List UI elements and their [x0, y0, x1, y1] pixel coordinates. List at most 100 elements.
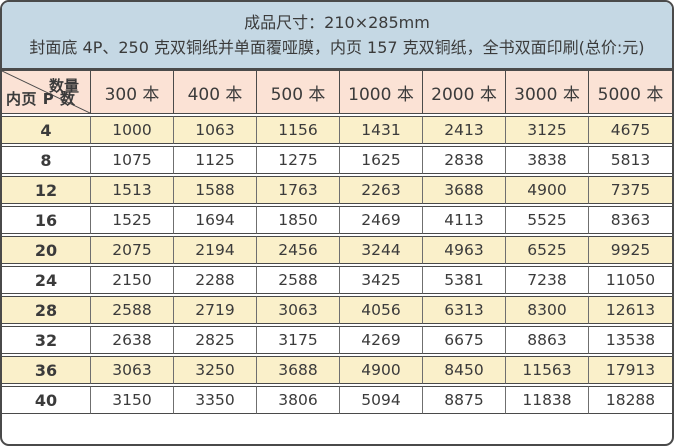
price-cell: 3175: [257, 326, 340, 354]
row-header-pages: 20: [2, 236, 91, 264]
table-title-block: 成品尺寸：210×285mm 封面底 4P、250 克双铜纸并单面覆哑膜，内页 …: [2, 2, 672, 70]
price-cell: 8875: [423, 386, 506, 414]
price-cell: 2638: [91, 326, 174, 354]
price-cell: 5094: [340, 386, 423, 414]
row-header-pages: 12: [2, 176, 91, 204]
table-row: 36 3063 3250 3688 4900 8450 11563 17913: [2, 356, 672, 384]
column-header-qty: 3000 本: [506, 70, 589, 114]
row-header-pages: 36: [2, 356, 91, 384]
price-cell: 2588: [257, 266, 340, 294]
row-header-pages: 40: [2, 386, 91, 414]
price-cell: 8300: [506, 296, 589, 324]
corner-cell: 数量 内页 P 数: [2, 70, 91, 114]
price-cell: 8450: [423, 356, 506, 384]
column-header-qty: 500 本: [257, 70, 340, 114]
table-row: 8 1075 1125 1275 1625 2838 3838 5813: [2, 146, 672, 174]
price-cell: 1063: [174, 116, 257, 144]
price-grid: 数量 内页 P 数 300 本 400 本 500 本 1000 本 2000 本 300…: [2, 68, 672, 416]
column-header-qty: 5000 本: [589, 70, 672, 114]
price-cell: 1525: [91, 206, 174, 234]
price-cell: 1000: [91, 116, 174, 144]
price-cell: 4675: [589, 116, 672, 144]
price-cell: 3125: [506, 116, 589, 144]
price-cell: 6675: [423, 326, 506, 354]
price-cell: 2469: [340, 206, 423, 234]
price-cell: 3688: [423, 176, 506, 204]
price-cell: 3244: [340, 236, 423, 264]
table-row: 28 2588 2719 3063 4056 6313 8300 12613: [2, 296, 672, 324]
price-cell: 3063: [257, 296, 340, 324]
row-header-pages: 8: [2, 146, 91, 174]
price-cell: 3688: [257, 356, 340, 384]
price-cell: 1513: [91, 176, 174, 204]
price-cell: 3806: [257, 386, 340, 414]
price-rows: 4 1000 1063 1156 1431 2413 3125 4675 8 1075 1125 12…: [2, 116, 672, 414]
price-cell: 1694: [174, 206, 257, 234]
price-cell: 1625: [340, 146, 423, 174]
table-row: 20 2075 2194 2456 3244 4963 6525 9925: [2, 236, 672, 264]
price-cell: 12613: [589, 296, 672, 324]
price-cell: 2719: [174, 296, 257, 324]
price-cell: 4900: [506, 176, 589, 204]
table-row: 24 2150 2288 2588 3425 5381 7238 11050: [2, 266, 672, 294]
price-cell: 1850: [257, 206, 340, 234]
price-cell: 1763: [257, 176, 340, 204]
price-cell: 3425: [340, 266, 423, 294]
price-cell: 2825: [174, 326, 257, 354]
price-cell: 3350: [174, 386, 257, 414]
price-cell: 18288: [589, 386, 672, 414]
price-cell: 2288: [174, 266, 257, 294]
row-header-pages: 24: [2, 266, 91, 294]
row-header-pages: 32: [2, 326, 91, 354]
table-row: 16 1525 1694 1850 2469 4113 5525 8363: [2, 206, 672, 234]
price-cell: 2588: [91, 296, 174, 324]
pages-axis-label: 内页 P 数: [6, 90, 76, 108]
price-cell: 8363: [589, 206, 672, 234]
price-cell: 1125: [174, 146, 257, 174]
price-cell: 2194: [174, 236, 257, 264]
price-cell: 4269: [340, 326, 423, 354]
diagonal-divider-line: [2, 71, 90, 113]
price-cell: 3063: [91, 356, 174, 384]
price-cell: 2413: [423, 116, 506, 144]
column-header-qty: 400 本: [174, 70, 257, 114]
column-header-qty: 1000 本: [340, 70, 423, 114]
table-row: 32 2638 2825 3175 4269 6675 8863 13538: [2, 326, 672, 354]
price-cell: 13538: [589, 326, 672, 354]
price-cell: 5381: [423, 266, 506, 294]
price-cell: 5525: [506, 206, 589, 234]
price-cell: 3150: [91, 386, 174, 414]
product-size-line: 成品尺寸：210×285mm: [244, 12, 430, 32]
price-cell: 1588: [174, 176, 257, 204]
price-cell: 11838: [506, 386, 589, 414]
price-cell: 4963: [423, 236, 506, 264]
price-cell: 1075: [91, 146, 174, 174]
price-cell: 2838: [423, 146, 506, 174]
row-header-pages: 28: [2, 296, 91, 324]
price-cell: 11050: [589, 266, 672, 294]
row-header-pages: 16: [2, 206, 91, 234]
price-cell: 4056: [340, 296, 423, 324]
price-cell: 1431: [340, 116, 423, 144]
price-cell: 11563: [506, 356, 589, 384]
price-cell: 7375: [589, 176, 672, 204]
column-header-qty: 300 本: [91, 70, 174, 114]
price-cell: 4113: [423, 206, 506, 234]
price-cell: 2263: [340, 176, 423, 204]
table-row: 12 1513 1588 1763 2263 3688 4900 7375: [2, 176, 672, 204]
price-cell: 3838: [506, 146, 589, 174]
column-header-row: 数量 内页 P 数 300 本 400 本 500 本 1000 本 2000 本 300…: [2, 70, 672, 114]
price-cell: 2456: [257, 236, 340, 264]
price-cell: 6313: [423, 296, 506, 324]
price-cell: 17913: [589, 356, 672, 384]
price-cell: 5813: [589, 146, 672, 174]
price-cell: 1275: [257, 146, 340, 174]
price-cell: 2075: [91, 236, 174, 264]
row-header-pages: 4: [2, 116, 91, 144]
price-cell: 1156: [257, 116, 340, 144]
table-row: 40 3150 3350 3806 5094 8875 11838 18288: [2, 386, 672, 414]
price-cell: 8863: [506, 326, 589, 354]
price-cell: 4900: [340, 356, 423, 384]
price-cell: 9925: [589, 236, 672, 264]
